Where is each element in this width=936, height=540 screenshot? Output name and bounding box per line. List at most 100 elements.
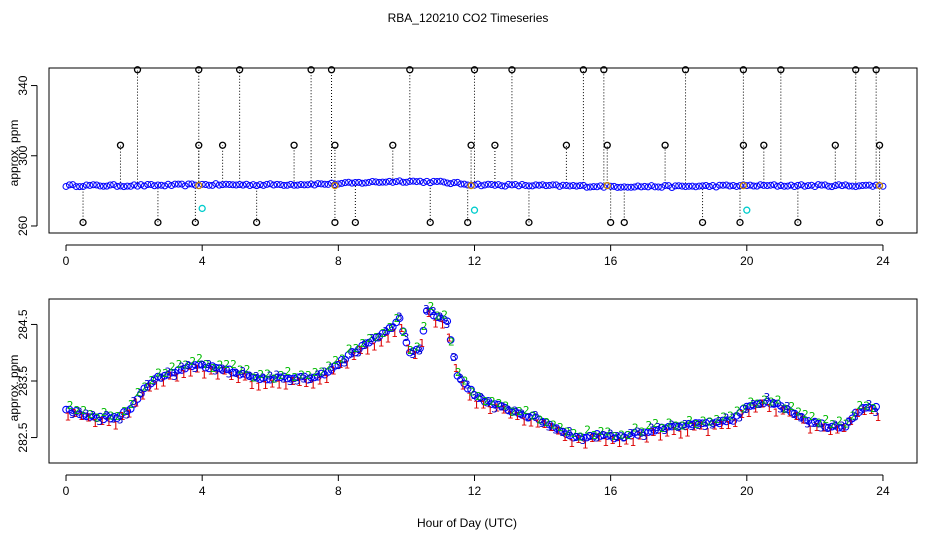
bottom-circle-point (725, 416, 734, 425)
top-baseline-point (460, 180, 468, 188)
bottom-series-1-point: 1 (262, 379, 269, 392)
bottom-series-3-point: 3 (873, 406, 880, 419)
top-baseline-point (253, 182, 261, 190)
bottom-circle-point (623, 430, 632, 439)
top-baseline-point (709, 182, 717, 190)
bottom-series-2-point: 2 (223, 358, 230, 371)
top-spike-point-mid (603, 141, 611, 149)
top-baseline-point (236, 181, 244, 189)
top-baseline-point (733, 182, 741, 190)
top-baseline-point (641, 182, 649, 190)
bottom-series-1-point: 1 (521, 415, 528, 428)
top-baseline-point (171, 180, 179, 188)
top-spike-point-low (426, 218, 434, 227)
top-baseline-point (542, 182, 550, 190)
top-baseline-point (157, 181, 165, 189)
top-y-tick-label: 340 (16, 75, 30, 95)
bottom-circle-point (242, 370, 251, 379)
bottom-series-2-point: 2 (217, 358, 224, 371)
top-baseline-point (174, 180, 182, 188)
bottom-series-3-point: 3 (702, 420, 709, 433)
top-baseline-point (855, 182, 863, 190)
bottom-series-1-point: 1 (541, 418, 548, 431)
top-baseline-point (647, 182, 655, 190)
top-baseline-point (586, 183, 594, 191)
top-baseline-point (137, 181, 145, 189)
bottom-series-3-point: 3 (593, 432, 600, 445)
bottom-circle-point (463, 384, 472, 393)
top-baseline-point (314, 180, 322, 188)
top-baseline-point (120, 183, 128, 191)
bottom-series-1-point: 1 (71, 407, 78, 420)
bottom-circle-point (491, 400, 499, 408)
bottom-series-3-point: 3 (287, 375, 294, 388)
bottom-series-2-point: 2 (666, 416, 673, 429)
bottom-series-1-point: 1 (555, 425, 562, 438)
bottom-series-3-point: 3 (580, 434, 587, 447)
top-baseline-point (273, 180, 281, 188)
top-baseline-point (488, 180, 496, 188)
top-baseline-point (457, 180, 465, 188)
bottom-series-2-point: 2 (108, 410, 115, 423)
top-baseline-point (440, 178, 448, 186)
top-baseline-point (831, 182, 839, 190)
bottom-series-1-point: 1 (153, 379, 160, 392)
top-baseline-point (644, 183, 652, 191)
top-baseline-point (665, 182, 673, 190)
top-baseline-point (807, 181, 815, 189)
top-baseline-point (300, 181, 308, 189)
bottom-series-1-point: 1 (78, 410, 85, 423)
bottom-circle-point (137, 389, 145, 398)
top-baseline-point (65, 181, 73, 189)
bottom-series-2-point: 2 (679, 419, 686, 432)
top-baseline-point (746, 181, 754, 189)
bottom-series-1-point: 1 (677, 428, 684, 441)
bottom-circle-point (416, 344, 424, 353)
bottom-y-tick-label: 282.5 (16, 422, 30, 452)
top-baseline-point (787, 181, 795, 189)
top-baseline-point (276, 181, 284, 189)
bottom-series-3-point: 3 (164, 365, 171, 378)
bottom-series-1-point: 1 (241, 371, 248, 384)
bottom-series-2-point: 2 (339, 352, 346, 365)
top-cyan-point (198, 204, 206, 213)
bottom-circle-point (334, 361, 343, 370)
bottom-series-1-point: 1 (235, 373, 242, 386)
bottom-series-3-point: 3 (130, 395, 137, 408)
bottom-series-2-point: 2 (645, 419, 652, 432)
top-baseline-point (76, 183, 84, 191)
bottom-circle-point (800, 416, 809, 424)
top-baseline-point (583, 183, 591, 191)
bottom-series-1-point: 1 (180, 368, 187, 381)
bottom-series-1-point: 1 (405, 343, 412, 356)
bottom-series-1-point: 1 (834, 424, 841, 437)
bottom-series-3-point: 3 (301, 372, 308, 385)
bottom-series-1-point: 1 (357, 344, 364, 357)
bottom-series-1-point: 1 (207, 364, 214, 377)
top-baseline-point (596, 182, 604, 190)
top-baseline-point (69, 181, 77, 189)
top-baseline-point (556, 182, 564, 190)
bottom-circle-point (450, 353, 458, 361)
bottom-series-1-point: 1 (309, 379, 316, 392)
top-baseline-point (695, 182, 703, 190)
top-baseline-point (185, 180, 193, 188)
bottom-series-1-point: 1 (854, 407, 861, 420)
bottom-series-1-point: 1 (296, 376, 303, 389)
top-spike-point-low (736, 218, 744, 227)
bottom-series-2-point: 2 (761, 394, 768, 407)
bottom-y-tick-label: 284.5 (16, 309, 30, 339)
bottom-series-1-point: 1 (105, 416, 112, 429)
bottom-series-2-point: 2 (285, 365, 292, 378)
bottom-circle-point (419, 326, 428, 335)
bottom-series-2-point: 2 (611, 430, 618, 443)
bottom-series-2-point: 2 (407, 344, 414, 357)
top-baseline-point (447, 180, 455, 188)
bottom-series-1-point: 1 (868, 404, 875, 417)
top-spike-point-mid (875, 141, 884, 149)
top-baseline-point (617, 183, 625, 191)
bottom-series-1-point: 1 (132, 396, 139, 409)
bottom-circle-point (385, 324, 394, 332)
top-baseline-point (416, 177, 424, 185)
bottom-series-3-point: 3 (430, 305, 437, 318)
